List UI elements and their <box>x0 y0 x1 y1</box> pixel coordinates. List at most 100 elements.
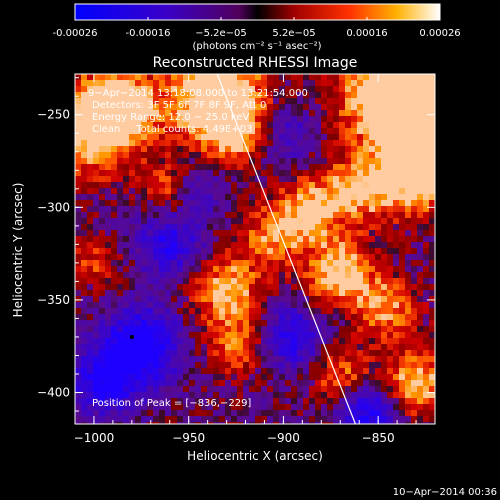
heatmap-cell <box>363 338 370 345</box>
heatmap-cell <box>201 236 208 243</box>
heatmap-cell <box>81 242 88 249</box>
heatmap-cell <box>363 278 370 285</box>
heatmap-cell <box>201 356 208 363</box>
heatmap-cell <box>195 344 202 351</box>
heatmap-cell <box>135 194 142 201</box>
heatmap-cell <box>315 206 322 213</box>
heatmap-cell <box>411 74 418 81</box>
heatmap-cell <box>405 260 412 267</box>
heatmap-cell <box>273 164 280 171</box>
heatmap-cell <box>345 242 352 249</box>
heatmap-cell <box>405 404 412 411</box>
heatmap-cell <box>255 284 262 291</box>
heatmap-cell <box>291 350 298 357</box>
heatmap-cell <box>363 92 370 99</box>
heatmap-cell <box>297 290 304 297</box>
heatmap-cell <box>405 368 412 375</box>
heatmap-cell <box>177 224 184 231</box>
heatmap-cell <box>177 356 184 363</box>
heatmap-cell <box>75 386 82 393</box>
heatmap-cell <box>345 110 352 117</box>
heatmap-cell <box>219 188 226 195</box>
heatmap-cell <box>297 182 304 189</box>
heatmap-cell <box>369 152 376 159</box>
heatmap-cell <box>225 140 232 147</box>
heatmap-cell <box>369 380 376 387</box>
heatmap-cell <box>357 224 364 231</box>
heatmap-cell <box>429 128 435 135</box>
heatmap-cell <box>129 314 136 321</box>
heatmap-cell <box>333 182 340 189</box>
heatmap-cell <box>255 326 262 333</box>
heatmap-cell <box>171 320 178 327</box>
heatmap-cell <box>429 362 435 369</box>
heatmap-cell <box>345 398 352 405</box>
heatmap-cell <box>333 296 340 303</box>
heatmap-cell <box>213 326 220 333</box>
heatmap-cell <box>357 416 364 423</box>
heatmap-cell <box>333 116 340 123</box>
heatmap-cell <box>375 212 382 219</box>
heatmap-cell <box>105 86 112 93</box>
heatmap-cell <box>393 320 400 327</box>
heatmap-cell <box>411 290 418 297</box>
heatmap-cell <box>153 104 160 111</box>
heatmap-cell <box>135 410 142 417</box>
heatmap-cell <box>273 332 280 339</box>
heatmap-cell <box>123 362 130 369</box>
heatmap-cell <box>171 254 178 261</box>
heatmap-cell <box>381 86 388 93</box>
heatmap-cell <box>399 308 406 315</box>
heatmap-cell <box>429 368 435 375</box>
heatmap-cell <box>231 164 238 171</box>
heatmap-cell <box>117 194 124 201</box>
heatmap-cell <box>291 302 298 309</box>
heatmap-cell <box>201 290 208 297</box>
heatmap-cell <box>93 140 100 147</box>
heatmap-cell <box>429 416 435 423</box>
heatmap-cell <box>207 218 214 225</box>
heatmap-cell <box>123 158 130 165</box>
heatmap-cell <box>111 260 118 267</box>
heatmap-cell <box>261 116 268 123</box>
heatmap-cell <box>285 74 292 81</box>
heatmap-cell <box>327 284 334 291</box>
heatmap-cell <box>297 362 304 369</box>
heatmap-cell <box>399 332 406 339</box>
heatmap-cell <box>411 386 418 393</box>
heatmap-cell <box>405 254 412 261</box>
heatmap-cell <box>315 314 322 321</box>
heatmap-cell <box>165 314 172 321</box>
heatmap-cell <box>165 80 172 87</box>
heatmap-cell <box>141 92 148 99</box>
heatmap-cell <box>201 308 208 315</box>
heatmap-cell <box>249 218 256 225</box>
heatmap-cell <box>147 152 154 159</box>
heatmap-cell <box>387 344 394 351</box>
heatmap-cell <box>87 206 94 213</box>
heatmap-cell <box>135 416 142 423</box>
heatmap-cell <box>321 422 328 424</box>
heatmap-cell <box>279 122 286 129</box>
heatmap-cell <box>243 242 250 249</box>
heatmap-cell <box>153 320 160 327</box>
heatmap-cell <box>123 224 130 231</box>
heatmap-cell <box>207 278 214 285</box>
heatmap-cell <box>189 206 196 213</box>
heatmap-cell <box>195 404 202 411</box>
heatmap-cell <box>327 320 334 327</box>
heatmap-cell <box>327 308 334 315</box>
heatmap-cell <box>213 128 220 135</box>
heatmap-cell <box>357 194 364 201</box>
heatmap-cell <box>87 212 94 219</box>
heatmap-cell <box>165 308 172 315</box>
heatmap-cell <box>219 332 226 339</box>
heatmap-cell <box>75 296 82 303</box>
heatmap-cell <box>165 362 172 369</box>
heatmap-cell <box>105 164 112 171</box>
heatmap-cell <box>417 182 424 189</box>
heatmap-cell <box>363 242 370 249</box>
heatmap-cell <box>117 104 124 111</box>
heatmap-cell <box>225 92 232 99</box>
heatmap-cell <box>291 224 298 231</box>
